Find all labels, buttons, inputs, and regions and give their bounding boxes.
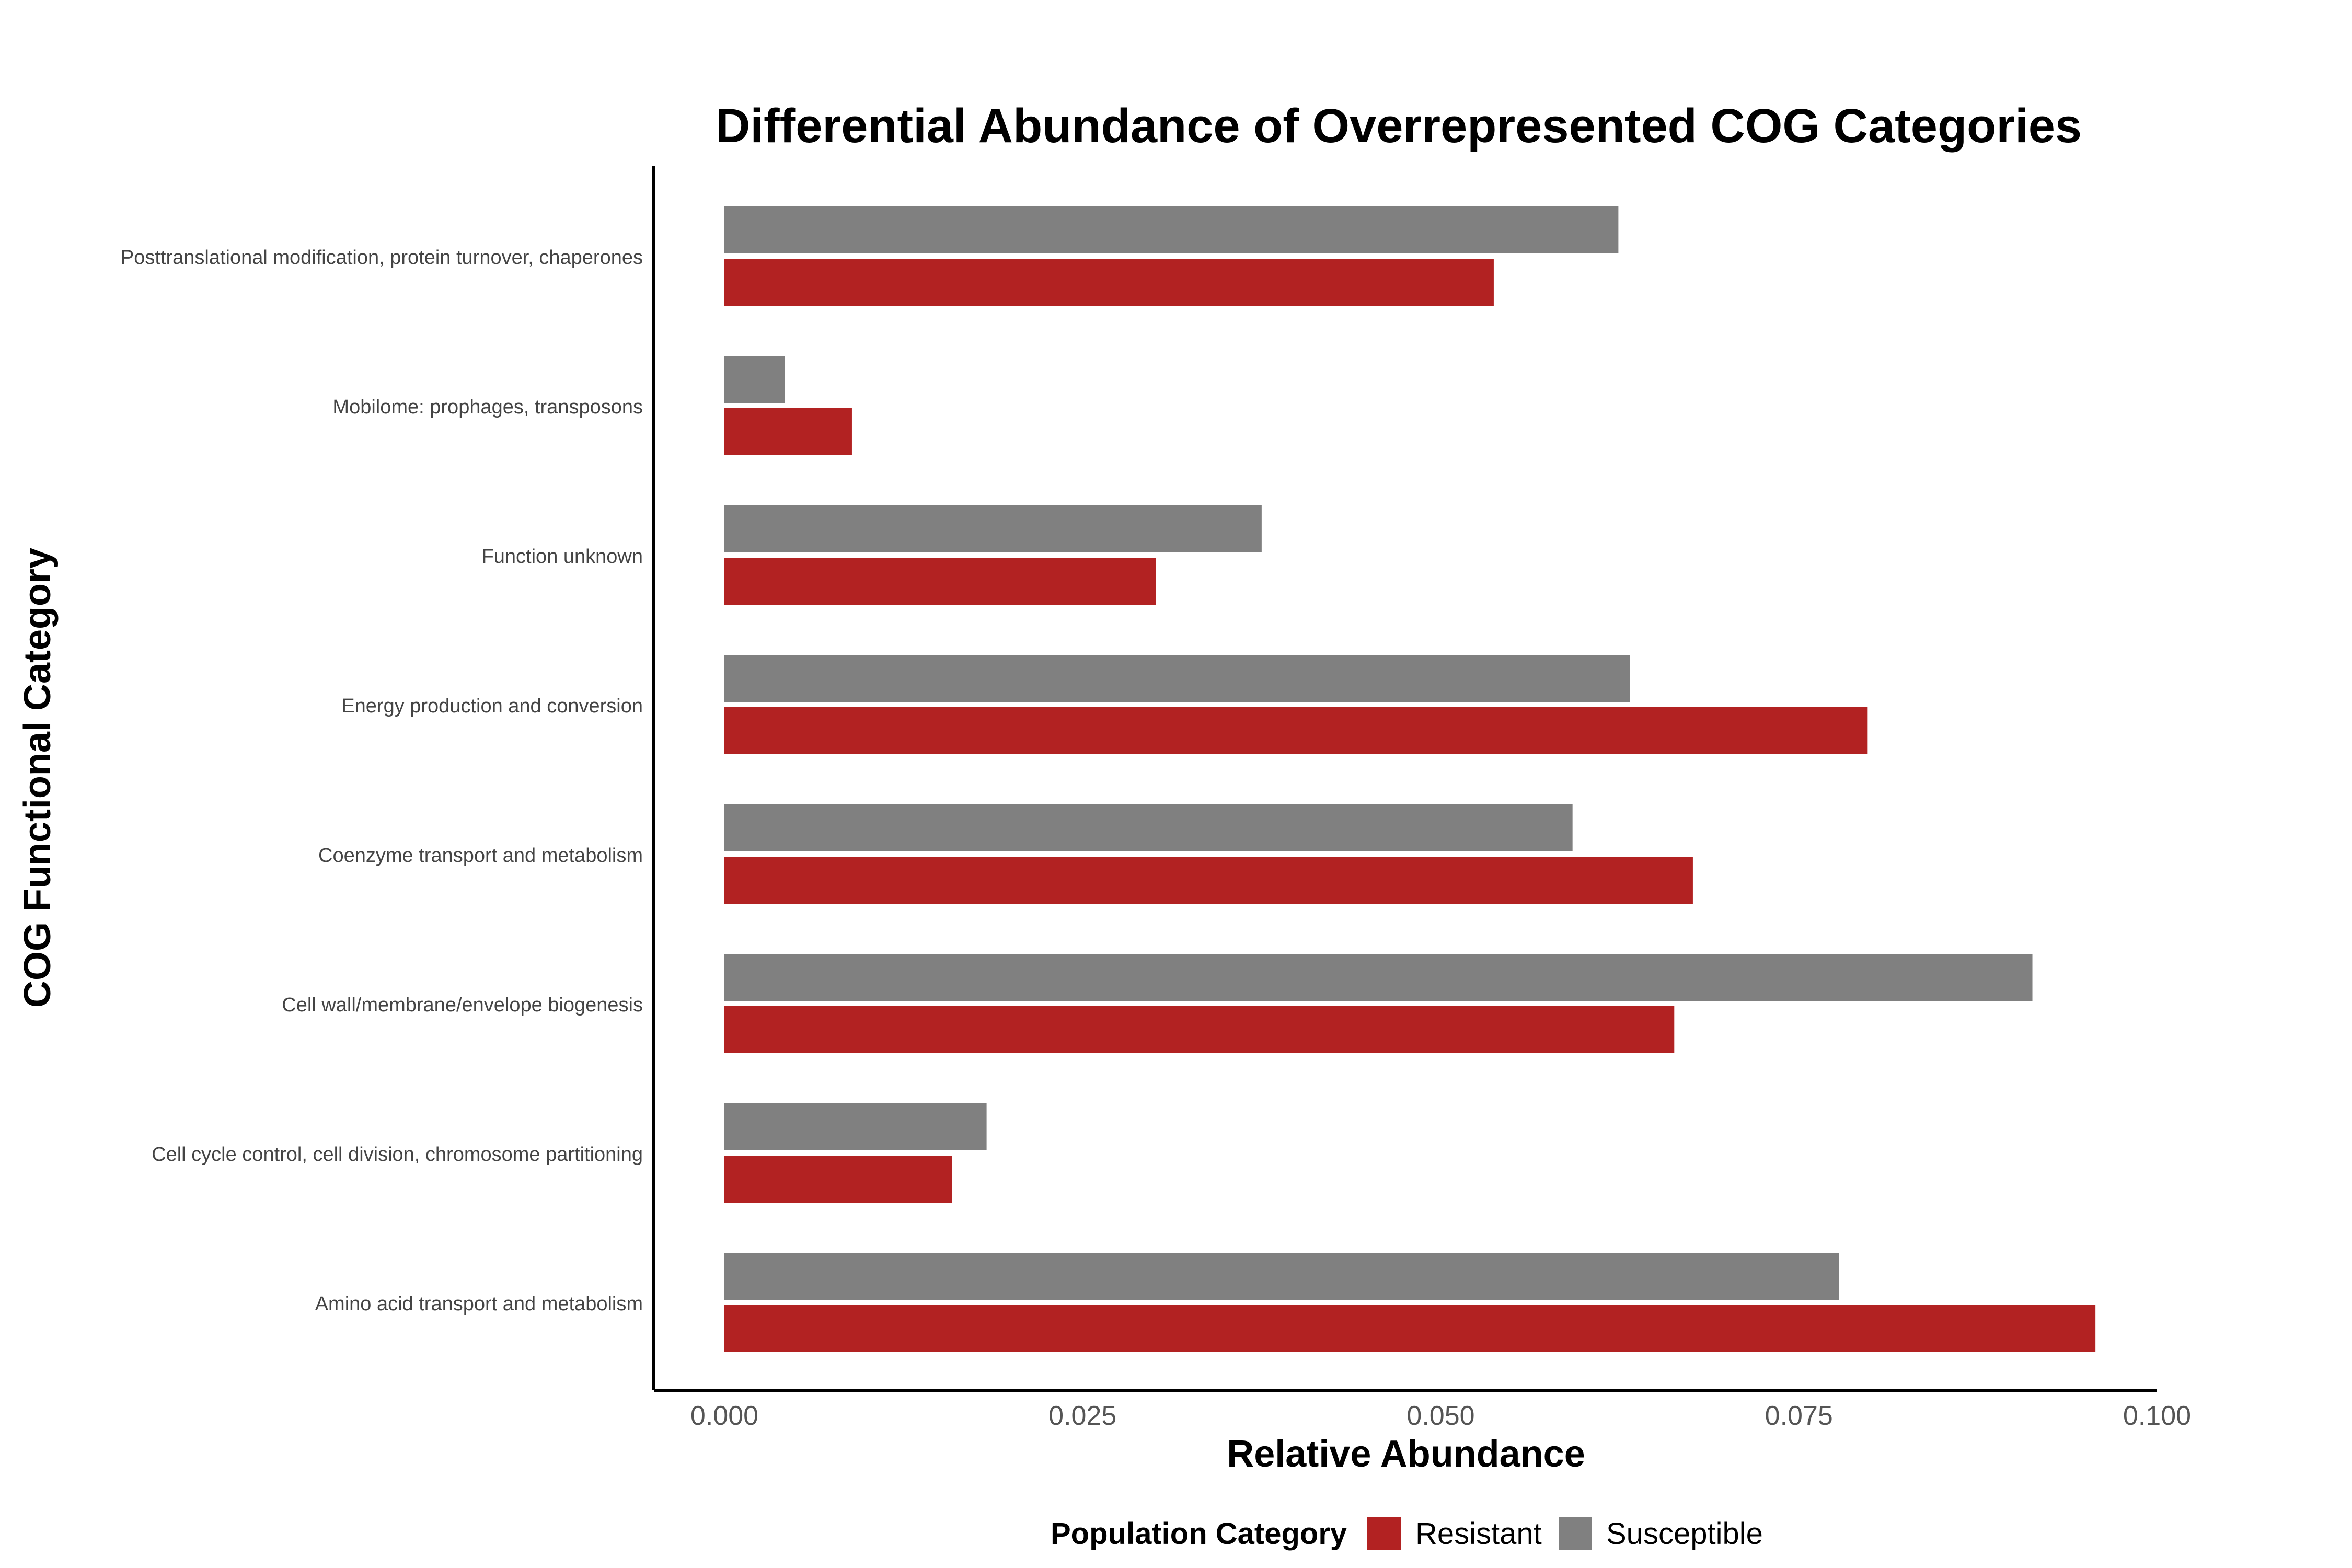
bar-susceptible	[724, 1253, 1839, 1300]
category-label: Cell cycle control, cell division, chrom…	[152, 1144, 643, 1166]
bar-susceptible	[724, 505, 1262, 552]
bar-susceptible	[724, 804, 1573, 851]
category-labels: Posttranslational modification, protein …	[121, 247, 643, 1315]
x-tick-label: 0.100	[2123, 1401, 2191, 1431]
category-label: Amino acid transport and metabolism	[315, 1293, 643, 1315]
x-axis-ticks: 0.000 0.025 0.050 0.075 0.100	[690, 1401, 2191, 1431]
bar-resistant	[724, 558, 1156, 605]
chart-title: Differential Abundance of Overrepresente…	[716, 99, 2082, 153]
legend-items: Resistant Susceptible	[1367, 1517, 1763, 1551]
bar-susceptible	[724, 655, 1630, 702]
category-label: Cell wall/membrane/envelope biogenesis	[282, 994, 643, 1016]
category-label: Posttranslational modification, protein …	[121, 247, 643, 269]
bar-resistant	[724, 259, 1494, 306]
legend-swatch-resistant	[1367, 1517, 1401, 1550]
x-tick-label: 0.000	[690, 1401, 758, 1431]
x-tick-label: 0.075	[1765, 1401, 1833, 1431]
legend-label-resistant: Resistant	[1415, 1517, 1542, 1551]
bar-susceptible	[724, 954, 2033, 1001]
bar-resistant	[724, 857, 1693, 904]
bar-resistant	[724, 707, 1868, 754]
legend-title: Population Category	[1051, 1517, 1347, 1551]
category-label: Coenzyme transport and metabolism	[318, 845, 643, 867]
bar-susceptible	[724, 356, 785, 403]
bar-resistant	[724, 1006, 1675, 1053]
legend-swatch-susceptible	[1559, 1517, 1592, 1550]
y-axis-title: COG Functional Category	[17, 548, 59, 1008]
bar-susceptible	[724, 1103, 987, 1150]
x-tick-label: 0.025	[1048, 1401, 1116, 1431]
x-axis-title: Relative Abundance	[1227, 1433, 1585, 1475]
category-label: Energy production and conversion	[341, 695, 643, 717]
category-label: Function unknown	[482, 546, 643, 568]
legend: Population Category Resistant Susceptible	[1051, 1517, 1763, 1551]
bar-resistant	[724, 1156, 952, 1203]
bar-susceptible	[724, 206, 1619, 253]
bars-layer	[724, 206, 2096, 1352]
bar-resistant	[724, 1305, 2096, 1352]
legend-label-susceptible: Susceptible	[1606, 1517, 1763, 1551]
category-label: Mobilome: prophages, transposons	[332, 396, 643, 418]
x-tick-label: 0.050	[1406, 1401, 1474, 1431]
bar-resistant	[724, 408, 852, 455]
